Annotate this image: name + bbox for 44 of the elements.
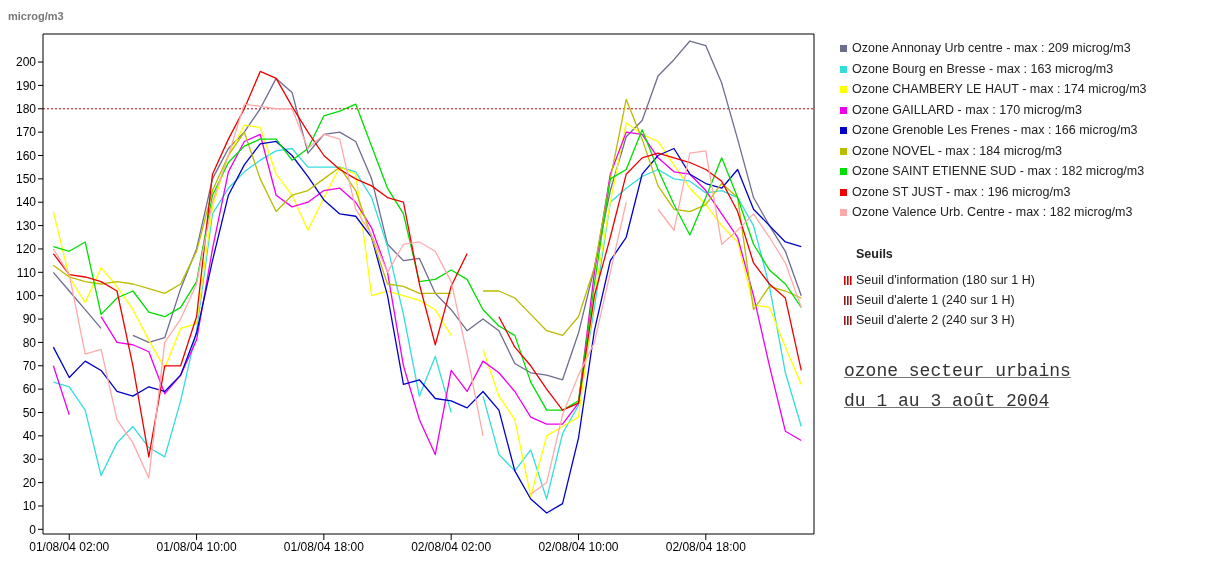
legend-label: Ozone SAINT ETIENNE SUD - max : 182 microg/m3	[851, 163, 1146, 180]
y-tick-label: 50	[22, 405, 37, 420]
legend-label: Ozone Bourg en Bresse - max : 163 microg/m3	[851, 60, 1115, 78]
text: ozone secteur urbains	[844, 360, 1071, 383]
y-tick-label: 20	[22, 475, 37, 490]
legend-label: Seuil d'information (180 sur 1 H)	[855, 272, 1035, 289]
y-tick-label: 180	[15, 102, 37, 117]
text: Seuil d'alerte 1 (240 sur 1 H)	[855, 292, 1016, 309]
y-tick-label: 140	[15, 195, 37, 210]
y-tick-label: 130	[15, 218, 37, 233]
legend-label: Ozone ST JUST - max : 196 microg/m3	[851, 183, 1072, 201]
y-tick-label: 60	[22, 382, 37, 397]
legend-label: Ozone Grenoble Les Frenes - max : 166 microg/m3	[851, 122, 1139, 139]
x-tick-label: 02/08/04 10:00	[538, 539, 619, 554]
y-tick-label: 90	[22, 312, 37, 327]
y-tick-label: 70	[22, 359, 37, 374]
y-tick-label: 150	[15, 172, 37, 187]
y-tick-label: 160	[15, 148, 37, 163]
y-tick-label: 0	[29, 522, 37, 537]
y-tick-label: 170	[15, 125, 37, 140]
y-tick-label: 40	[22, 429, 37, 444]
x-tick-label: 02/08/04 02:00	[411, 539, 492, 554]
legend-label: Ozone Valence Urb. Centre - max : 182 microg/m3	[851, 204, 1134, 221]
text: Seuils	[856, 246, 894, 263]
y-tick-label: 120	[15, 242, 37, 257]
legend-label: Ozone NOVEL - max : 184 microg/m3	[851, 142, 1064, 160]
x-tick-label: 01/08/04 18:00	[283, 539, 365, 554]
x-tick-label: 02/08/04 18:00	[665, 539, 747, 554]
text: Seuil d'alerte 2 (240 sur 3 H)	[855, 312, 1016, 329]
y-tick-label: 30	[22, 452, 37, 467]
y-tick-label: 100	[15, 288, 37, 303]
y-tick-label: 190	[15, 78, 37, 93]
legend-label: Ozone CHAMBERY LE HAUT - max : 174 microg/m3	[851, 81, 1147, 98]
legend-label: Ozone Annonay Urb centre - max : 209 microg/m3	[851, 40, 1132, 57]
y-tick-label: 110	[16, 265, 37, 280]
y-tick-label: 80	[22, 335, 37, 350]
x-tick-label: 01/08/04 10:00	[156, 539, 237, 554]
line-series	[52, 103, 802, 411]
x-tick-label: 01/08/04 02:00	[29, 539, 110, 554]
y-tick-label: 200	[15, 55, 37, 70]
y-axis-title: microg/m3	[8, 10, 64, 22]
legend-label: Ozone GAILLARD - max : 170 microg/m3	[851, 101, 1083, 119]
y-tick-label: 10	[22, 499, 37, 514]
text: du 1 au 3 août 2004	[844, 390, 1051, 413]
